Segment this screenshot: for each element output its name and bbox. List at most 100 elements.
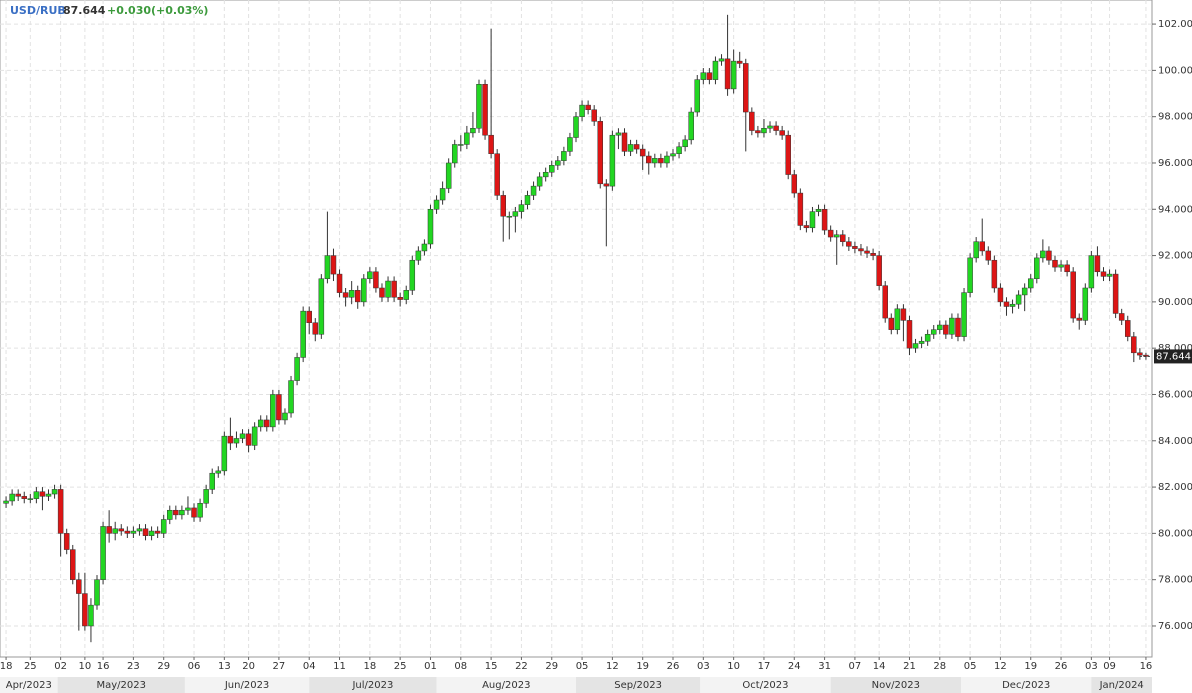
candle-body: [561, 151, 567, 161]
x-tick-label: 16: [1140, 661, 1153, 672]
candle-body: [743, 63, 749, 113]
candle-body: [403, 290, 409, 300]
candle-body: [1021, 287, 1028, 296]
candle-body: [179, 509, 185, 516]
x-tick-label: 12: [606, 661, 619, 672]
candle-body: [385, 280, 391, 298]
candle-body: [730, 60, 737, 90]
candle-body: [694, 79, 701, 113]
candle-body: [294, 357, 300, 381]
candle-body: [894, 308, 901, 330]
candle-body: [1009, 303, 1016, 307]
y-tick-label: 84.000: [1158, 436, 1192, 447]
candle-body: [1052, 259, 1058, 268]
candle-body: [615, 132, 622, 136]
candle-body: [597, 121, 604, 185]
candle-body: [536, 176, 543, 187]
candle-body: [142, 528, 149, 536]
x-tick-label: 03: [1085, 661, 1098, 672]
candle-body: [670, 153, 676, 157]
candle-body: [518, 204, 525, 212]
candle-body: [191, 507, 197, 518]
y-tick-label: 80.000: [1158, 528, 1192, 539]
candle-body: [761, 128, 767, 134]
month-label: Oct/2023: [742, 680, 788, 691]
candle-body: [45, 493, 52, 497]
candle-body: [1137, 352, 1143, 356]
candle-body: [639, 148, 646, 157]
candle-body: [755, 130, 761, 134]
month-band: [1091, 677, 1152, 693]
candle-body: [330, 255, 337, 275]
x-tick-label: 05: [964, 661, 977, 672]
x-tick-label: 10: [727, 661, 740, 672]
candle-body: [1040, 250, 1046, 259]
candle-body: [555, 160, 561, 166]
candle-body: [882, 285, 888, 319]
candle-body: [573, 116, 579, 138]
y-tick-label: 102.000: [1158, 19, 1192, 30]
candle-body: [530, 185, 537, 196]
candle-body: [779, 130, 785, 136]
candle-body: [930, 329, 937, 335]
month-label: Sep/2023: [614, 680, 662, 691]
candle-body: [773, 125, 779, 131]
x-tick-label: 12: [994, 661, 1007, 672]
month-band: [700, 677, 831, 693]
x-tick-label: 08: [454, 661, 467, 672]
candle-body: [409, 259, 416, 291]
candle-body: [306, 310, 312, 323]
candle-body: [130, 530, 137, 534]
candle-body: [148, 530, 155, 536]
candle-body: [57, 489, 64, 534]
candle-body: [439, 188, 446, 201]
candle-body: [421, 243, 428, 252]
x-tick-label: 02: [54, 661, 67, 672]
y-tick-label: 82.000: [1158, 482, 1192, 493]
candle-body: [1003, 301, 1010, 307]
candle-body: [876, 255, 882, 286]
candle-body: [367, 271, 373, 279]
month-label: Apr/2023: [6, 680, 52, 691]
x-tick-label: 14: [873, 661, 886, 672]
candle-body: [464, 132, 470, 145]
candle-body: [318, 278, 325, 335]
candle-body: [379, 287, 385, 298]
candle-body: [1015, 294, 1022, 305]
candle-body: [524, 195, 531, 205]
candle-body: [76, 579, 82, 594]
candle-body: [579, 104, 585, 117]
candle-body: [621, 132, 628, 152]
candle-body: [354, 290, 361, 303]
candle-body: [227, 435, 234, 444]
y-tick-label: 96.000: [1158, 158, 1192, 169]
month-band: [184, 677, 310, 693]
month-label: Jan/2024: [1099, 680, 1144, 691]
candle-body: [276, 394, 282, 421]
axes: 76.000 78.000 80.000 82.000 84.000 86.000 88.0…: [0, 19, 1192, 693]
month-band: [830, 677, 962, 693]
x-tick-label: 16: [97, 661, 110, 672]
x-tick-label: 13: [218, 661, 231, 672]
candle-body: [749, 111, 755, 131]
candle-body: [542, 171, 549, 178]
candle-body: [646, 155, 652, 164]
month-band: [309, 677, 437, 693]
candle-body: [1088, 255, 1095, 289]
candle-body: [888, 317, 895, 330]
candle-body: [415, 250, 422, 261]
candle-body: [682, 139, 688, 148]
candle-body: [997, 287, 1004, 303]
y-tick-label: 88.000: [1158, 343, 1192, 354]
candle-body: [221, 435, 228, 472]
candle-body: [906, 320, 913, 349]
month-band: [57, 677, 185, 693]
candle-body: [1131, 336, 1137, 354]
month-band: [961, 677, 1092, 693]
candle-body: [506, 215, 513, 218]
candle-body: [1118, 313, 1125, 321]
candle-body: [858, 248, 864, 252]
candle-body: [239, 433, 246, 439]
candle-body: [39, 491, 46, 497]
